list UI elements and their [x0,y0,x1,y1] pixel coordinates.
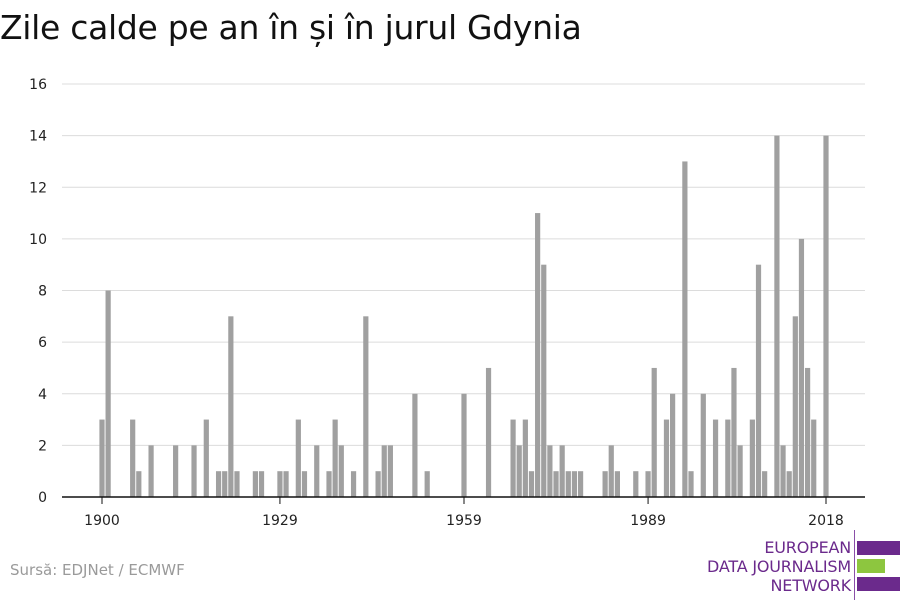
bar [774,135,780,497]
bar [105,290,111,497]
bar [99,419,105,497]
bar [332,419,338,497]
bar [295,419,301,497]
bar [130,419,136,497]
bar [485,367,492,497]
x-tick-label: 1929 [262,513,298,529]
bar [700,393,706,497]
y-tick-label: 8 [38,284,47,300]
bar [804,367,811,497]
bar [326,471,332,497]
y-tick-label: 16 [29,77,47,93]
bar [387,445,393,497]
bar [688,471,694,497]
bar [148,445,154,497]
bars [99,135,829,497]
bar [510,419,516,497]
bar [277,471,283,497]
gridlines [62,83,865,446]
bar [786,471,792,497]
bar [375,471,381,497]
bar [798,238,805,497]
bar [712,419,719,497]
bar [565,471,571,497]
chart-title: Zile calde pe an în și în jurul Gdynia [0,8,582,47]
bar [173,445,179,497]
bar [541,264,547,497]
bar [823,135,829,497]
source-note: Sursă: EDJNet / ECMWF [10,561,185,579]
bar [136,471,142,497]
bar [283,471,289,497]
logo-line-1: EUROPEAN [764,538,851,557]
bar [731,367,737,497]
edjnet-logo: EUROPEAN DATA JOURNALISM NETWORK [700,530,900,600]
bar [252,471,258,497]
logo-divider [854,530,855,600]
bar [228,316,234,497]
y-tick-label: 10 [29,232,47,248]
bar [222,471,228,497]
bar [811,419,817,497]
y-tick-label: 0 [38,490,47,506]
bar [301,471,308,497]
logo-bar-middle [857,559,885,573]
bar [314,445,320,497]
bar [461,393,467,497]
bar [749,419,755,497]
bar [424,471,430,497]
bar [338,445,344,497]
logo-line-2: DATA JOURNALISM [707,557,851,576]
bar [528,471,535,497]
bar [792,316,798,497]
x-tick-label: 2018 [808,513,844,529]
bar [725,419,731,497]
bar [571,471,578,497]
bar [645,471,651,497]
bar [737,445,743,497]
x-tick-label: 1959 [446,513,482,529]
axes: 0 2 4 6 8 10 12 14 16 1900 1929 1959 1989 2018 [29,77,865,529]
x-tick-label: 1989 [630,513,666,529]
y-tick-label: 6 [38,335,47,351]
bar [203,419,209,497]
bar [363,316,369,497]
bar [381,445,387,497]
bar [602,471,608,497]
bar [755,264,762,497]
logo-line-3: NETWORK [770,576,852,595]
bar [350,471,357,497]
bar [234,471,240,497]
bar [553,471,559,497]
bar [191,445,197,497]
logo-bar-bottom [857,577,900,591]
bar [516,445,522,497]
bar [547,445,553,497]
bar [412,393,418,497]
bar [633,471,639,497]
x-tick-label: 1900 [84,513,120,529]
bar [258,471,265,497]
bar [577,471,584,497]
bar [522,419,528,497]
bar [762,471,768,497]
bar [663,419,670,497]
bar [651,367,657,497]
bar [670,393,676,497]
bar [614,471,620,497]
bar [535,213,541,497]
bar [780,445,786,497]
y-tick-label: 12 [29,180,47,196]
y-tick-label: 14 [29,129,47,145]
logo-bar-top [857,541,900,555]
bar [215,471,222,497]
y-tick-label: 4 [38,387,47,403]
bar [608,445,614,497]
bar [682,161,688,497]
bar-chart: 0 2 4 6 8 10 12 14 16 1900 1929 1959 1989 2018 [29,77,865,529]
bar [559,445,565,497]
y-tick-label: 2 [38,438,47,454]
